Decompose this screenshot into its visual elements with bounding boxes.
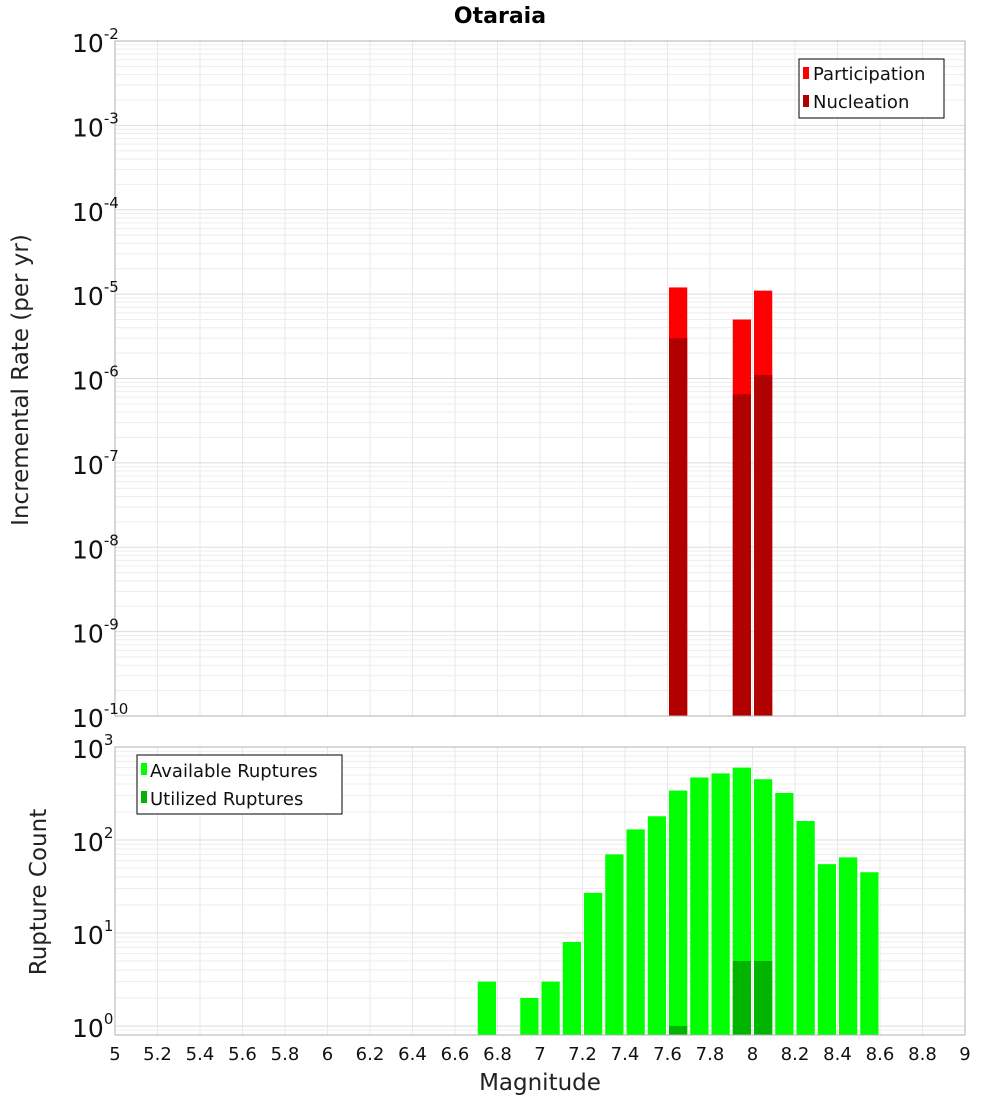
top-y-ticks: 10-10 10-9 10-8 10-7 10-6 10-5 10-4 10-3 10-2: [72, 25, 128, 733]
available-ruptures-bar: [817, 864, 836, 1035]
y-tick-label: 101: [72, 917, 113, 950]
top-bars: [669, 287, 773, 716]
x-tick-label: 5.4: [186, 1044, 215, 1065]
available-ruptures-bar: [796, 821, 815, 1035]
utilized-ruptures-bar: [732, 960, 751, 1035]
x-tick-label: 6: [322, 1044, 333, 1065]
legend-label-participation: Participation: [813, 64, 925, 85]
y-tick-label: 10-6: [72, 363, 119, 396]
x-tick-label: 6.6: [441, 1044, 470, 1065]
legend-swatch-nucleation: [803, 95, 809, 107]
available-ruptures-bar: [626, 829, 645, 1035]
top-y-axis-label: Incremental Rate (per yr): [8, 234, 34, 526]
y-tick-label: 103: [72, 731, 113, 764]
bottom-legend-box: [136, 754, 343, 815]
available-ruptures-bar: [605, 854, 624, 1035]
x-tick-label: 8: [747, 1044, 758, 1065]
y-tick-label: 10-7: [72, 447, 119, 480]
x-tick-label: 9: [959, 1044, 970, 1065]
top-legend: Participation Nucleation: [798, 58, 945, 119]
utilized-ruptures-bar: [754, 960, 773, 1035]
top-legend-box: [798, 58, 945, 119]
y-tick-label: 10-2: [72, 25, 119, 58]
utilized-ruptures-bar: [669, 1025, 688, 1035]
available-ruptures-bar: [584, 892, 603, 1035]
available-ruptures-bar: [690, 777, 709, 1035]
top-plot-border: [114, 40, 966, 717]
nucleation-bar: [669, 338, 688, 716]
legend-label-utilized-ruptures: Utilized Ruptures: [150, 789, 303, 810]
available-ruptures-bar: [477, 981, 496, 1035]
x-tick-label: 5: [109, 1044, 120, 1065]
chart-title: Otaraia: [454, 4, 546, 29]
available-ruptures-bar: [562, 942, 581, 1035]
nucleation-bar: [732, 394, 751, 716]
y-tick-label: 10-3: [72, 109, 119, 142]
available-ruptures-bar: [860, 872, 879, 1035]
legend-label-nucleation: Nucleation: [813, 92, 909, 113]
y-tick-label: 100: [72, 1010, 113, 1043]
nucleation-bar: [754, 375, 773, 716]
available-ruptures-bar: [669, 790, 688, 1035]
legend-swatch-participation: [803, 67, 809, 79]
y-tick-label: 102: [72, 824, 113, 857]
bottom-y-axis-label: Rupture Count: [26, 809, 52, 975]
top-panel: 10-10 10-9 10-8 10-7 10-6 10-5 10-4 10-3 10-2 In…: [8, 25, 966, 733]
x-tick-label: 7.8: [696, 1044, 725, 1065]
legend-label-available-ruptures: Available Ruptures: [150, 761, 318, 782]
x-tick-label: 8.8: [908, 1044, 937, 1065]
x-axis-label: Magnitude: [479, 1070, 601, 1096]
available-ruptures-bar: [711, 773, 730, 1035]
y-tick-label: 10-8: [72, 531, 119, 564]
x-tick-label: 6.2: [356, 1044, 385, 1065]
x-tick-label: 7.2: [568, 1044, 597, 1065]
y-tick-label: 10-10: [72, 700, 128, 733]
available-ruptures-bar: [839, 857, 858, 1035]
x-ticks: 5 5.2 5.4 5.6 5.8 6 6.2 6.4 6.6 6.8 7 7.2 7.4 7.6 7.8 8…: [109, 1044, 970, 1065]
available-ruptures-bar: [775, 793, 794, 1035]
x-tick-label: 6.4: [398, 1044, 427, 1065]
legend-swatch-available-ruptures: [141, 763, 147, 775]
y-tick-label: 10-9: [72, 616, 119, 649]
x-tick-label: 6.8: [483, 1044, 512, 1065]
y-tick-label: 10-5: [72, 278, 119, 311]
top-grid: [114, 41, 966, 717]
x-tick-label: 5.2: [143, 1044, 172, 1065]
bottom-panel: 100 101 102 103 5 5.2 5.4 5.6 5.8 6 6.2 6.4 6.6 6.8 7…: [26, 731, 971, 1096]
x-tick-label: 7.6: [653, 1044, 682, 1065]
bottom-legend: Available Ruptures Utilized Ruptures: [136, 754, 343, 815]
x-tick-label: 8.2: [781, 1044, 810, 1065]
bottom-bars: [477, 767, 879, 1035]
legend-swatch-utilized-ruptures: [141, 791, 147, 803]
x-tick-label: 8.6: [866, 1044, 895, 1065]
available-ruptures-bar: [520, 997, 539, 1035]
bottom-y-ticks: 100 101 102 103: [72, 731, 113, 1043]
available-ruptures-bar: [541, 981, 560, 1035]
available-ruptures-bar: [647, 816, 666, 1035]
bottom-plot-border: [114, 746, 966, 1036]
y-tick-label: 10-4: [72, 194, 119, 227]
x-tick-label: 5.6: [228, 1044, 257, 1065]
x-tick-label: 5.8: [271, 1044, 300, 1065]
x-tick-label: 8.4: [823, 1044, 852, 1065]
x-tick-label: 7.4: [611, 1044, 640, 1065]
x-tick-label: 7: [534, 1044, 545, 1065]
